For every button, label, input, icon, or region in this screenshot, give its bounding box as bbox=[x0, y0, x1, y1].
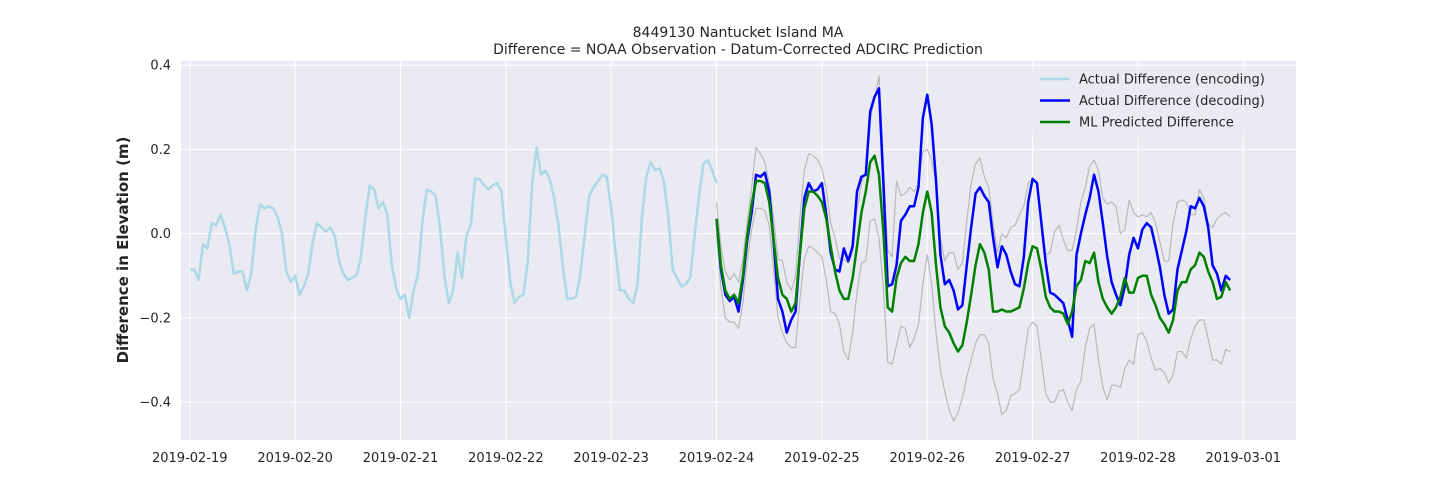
series-actual-difference-encoding bbox=[189, 146, 718, 320]
legend-label: ML Predicted Difference bbox=[1079, 116, 1234, 131]
chart-title: 8449130 Nantucket Island MA bbox=[633, 25, 844, 41]
y-axis: −0.4 −0.2 0.0 0.2 0.4 bbox=[139, 59, 171, 411]
x-tick-label: 2019-02-27 bbox=[995, 451, 1071, 466]
legend-box bbox=[1030, 67, 1290, 135]
x-tick-label: 2019-02-24 bbox=[679, 451, 755, 466]
chart-subtitle: Difference = NOAA Observation - Datum-Co… bbox=[493, 42, 983, 58]
x-tick-label: 2019-02-28 bbox=[1100, 451, 1176, 466]
y-tick-label: 0.4 bbox=[150, 59, 171, 74]
y-tick-label: 0.2 bbox=[150, 143, 171, 158]
legend-label: Actual Difference (decoding) bbox=[1079, 94, 1265, 109]
x-axis: 2019-02-19 2019-02-20 2019-02-21 2019-02-22… bbox=[152, 451, 1281, 466]
y-axis-label: Difference in Elevation (m) bbox=[114, 137, 132, 364]
x-tick-label: 2019-02-23 bbox=[573, 451, 649, 466]
x-tick-label: 2019-03-01 bbox=[1206, 451, 1282, 466]
series-bound-4 bbox=[715, 207, 1231, 422]
y-tick-label: −0.2 bbox=[139, 311, 171, 326]
y-tick-label: 0.0 bbox=[150, 227, 171, 242]
legend: Actual Difference (encoding) Actual Diffe… bbox=[1030, 67, 1290, 135]
series-bound-3 bbox=[715, 75, 1231, 292]
x-tick-label: 2019-02-25 bbox=[784, 451, 860, 466]
x-tick-label: 2019-02-22 bbox=[468, 451, 544, 466]
x-tick-label: 2019-02-19 bbox=[152, 451, 228, 466]
x-tick-label: 2019-02-21 bbox=[363, 451, 439, 466]
x-tick-label: 2019-02-26 bbox=[889, 451, 965, 466]
series-ml-predicted-difference bbox=[715, 154, 1232, 353]
series-layer bbox=[189, 75, 1232, 422]
x-tick-label: 2019-02-20 bbox=[257, 451, 333, 466]
legend-label: Actual Difference (encoding) bbox=[1079, 73, 1265, 88]
y-tick-label: −0.4 bbox=[139, 396, 171, 411]
